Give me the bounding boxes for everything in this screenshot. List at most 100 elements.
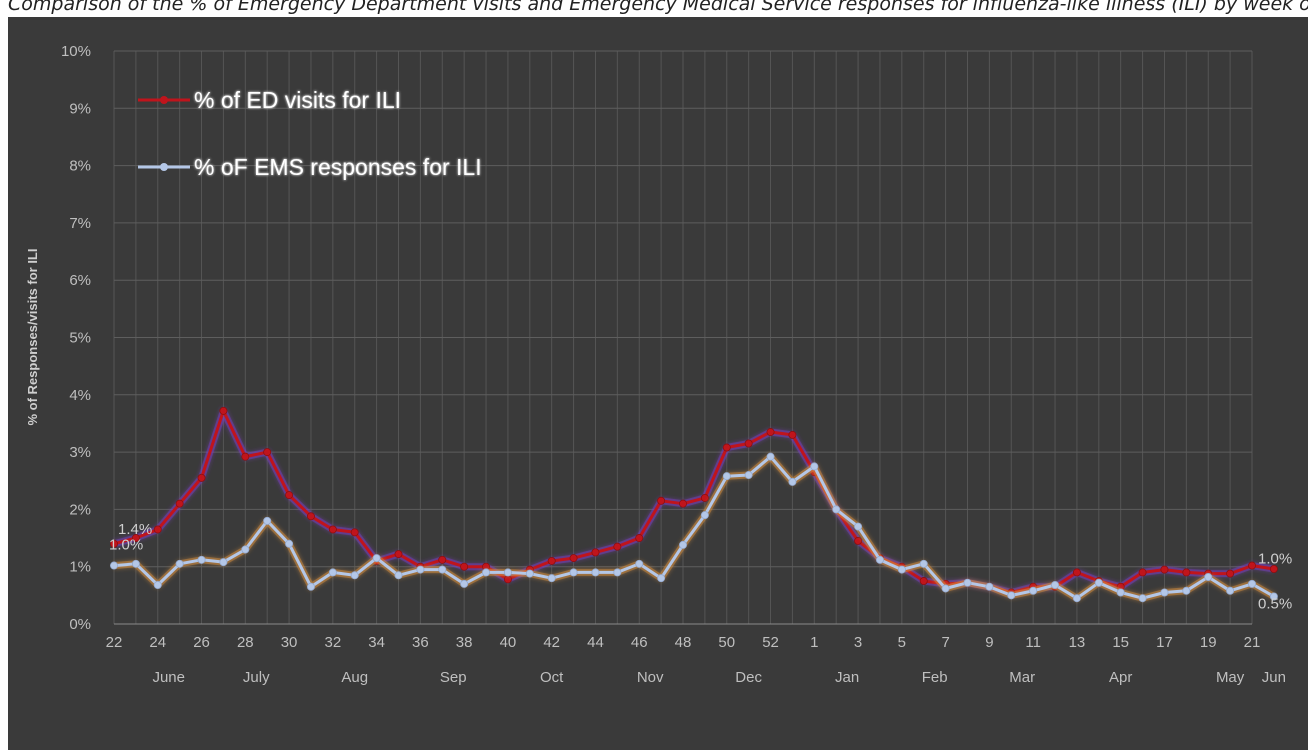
month-label: Apr <box>1109 669 1132 686</box>
y-tick-label: 8% <box>69 158 91 175</box>
x-tick-label: 13 <box>1069 634 1086 651</box>
chart-area: 0% 1% 2% 3% 4% 5% 6% 7% 8% 9% 10% 22 24 26 28 30 32 34 36 3… <box>8 17 1308 750</box>
data-point <box>1138 594 1147 603</box>
data-point <box>1007 591 1016 600</box>
data-point <box>1182 586 1191 595</box>
x-tick-label: 48 <box>675 634 692 651</box>
month-label: Jan <box>835 669 859 686</box>
data-point <box>197 473 206 482</box>
data-point <box>657 496 666 505</box>
month-label: June <box>152 669 185 686</box>
data-point <box>1138 568 1147 577</box>
x-tick-label: 24 <box>149 634 166 651</box>
y-tick-label: 9% <box>69 100 91 117</box>
data-point <box>744 471 753 480</box>
y-tick-label: 0% <box>69 616 91 633</box>
data-point <box>766 428 775 437</box>
data-point <box>591 568 600 577</box>
data-point <box>1204 573 1213 582</box>
data-point <box>131 559 140 568</box>
data-point <box>219 406 228 415</box>
data-point <box>679 540 688 549</box>
data-point <box>613 568 622 577</box>
data-point <box>1248 561 1257 570</box>
data-point <box>482 568 491 577</box>
data-point <box>700 511 709 520</box>
data-point <box>110 539 119 548</box>
data-point <box>569 568 578 577</box>
data-point <box>306 582 315 591</box>
data-point <box>197 555 206 564</box>
data-point <box>635 534 644 543</box>
data-point <box>328 525 337 534</box>
y-tick-label: 2% <box>69 501 91 518</box>
x-tick-label: 52 <box>762 634 779 651</box>
data-point <box>744 439 753 448</box>
data-point <box>219 558 228 567</box>
y-tick-label: 4% <box>69 387 91 404</box>
ems-responses-series <box>110 452 1278 603</box>
data-point <box>897 565 906 574</box>
x-tick-label: 50 <box>718 634 735 651</box>
data-point <box>679 499 688 508</box>
data-point <box>285 491 294 500</box>
x-tick-label: 7 <box>941 634 949 651</box>
data-point <box>241 545 250 554</box>
data-point <box>1160 588 1169 597</box>
x-tick-label: 36 <box>412 634 429 651</box>
data-point <box>613 542 622 551</box>
data-point <box>1072 594 1081 603</box>
month-label: Nov <box>637 669 664 686</box>
data-point <box>525 569 534 578</box>
data-point <box>1160 565 1169 574</box>
data-point <box>941 584 950 593</box>
data-point <box>569 554 578 563</box>
data-point <box>328 568 337 577</box>
x-tick-label: 46 <box>631 634 648 651</box>
y-tick-label: 7% <box>69 215 91 232</box>
data-point <box>503 568 512 577</box>
x-tick-label: 21 <box>1244 634 1261 651</box>
data-point <box>306 512 315 521</box>
data-point <box>1072 568 1081 577</box>
data-point <box>263 448 272 457</box>
x-tick-label: 44 <box>587 634 604 651</box>
data-point <box>854 522 863 531</box>
x-tick-label: 15 <box>1112 634 1129 651</box>
x-tick-label: 3 <box>854 634 862 651</box>
line-chart: 0% 1% 2% 3% 4% 5% 6% 7% 8% 9% 10% 22 24 26 28 30 32 34 36 3… <box>25 43 1292 686</box>
ems-end-annotation: 0.5% <box>1258 595 1292 612</box>
x-tick-label: 38 <box>456 634 473 651</box>
data-point <box>1269 592 1278 601</box>
data-point <box>241 452 250 461</box>
data-point <box>153 581 162 590</box>
x-tick-label: 26 <box>193 634 210 651</box>
data-point <box>1226 586 1235 595</box>
legend-marker <box>160 96 168 104</box>
data-point <box>985 582 994 591</box>
x-tick-label: 22 <box>106 634 123 651</box>
data-point <box>832 505 841 514</box>
data-point <box>438 565 447 574</box>
y-tick-label: 1% <box>69 559 91 576</box>
month-label: Dec <box>735 669 762 686</box>
series-line <box>113 409 1275 594</box>
x-tick-label: 9 <box>985 634 993 651</box>
ed-start-annotation: 1.4% <box>118 521 152 538</box>
data-point <box>766 452 775 461</box>
figure-caption: Comparison of the % of Emergency Departm… <box>8 0 1308 15</box>
data-point <box>875 555 884 564</box>
y-tick-label: 3% <box>69 444 91 461</box>
series-line <box>113 455 1275 600</box>
month-label: Jun <box>1262 669 1286 686</box>
data-point <box>1182 568 1191 577</box>
data-point <box>438 555 447 564</box>
data-point <box>153 525 162 534</box>
data-point <box>700 493 709 502</box>
data-point <box>350 571 359 580</box>
data-point <box>110 561 119 570</box>
data-point <box>788 477 797 486</box>
data-point <box>657 574 666 583</box>
data-point <box>722 443 731 452</box>
x-tick-label: 5 <box>898 634 906 651</box>
